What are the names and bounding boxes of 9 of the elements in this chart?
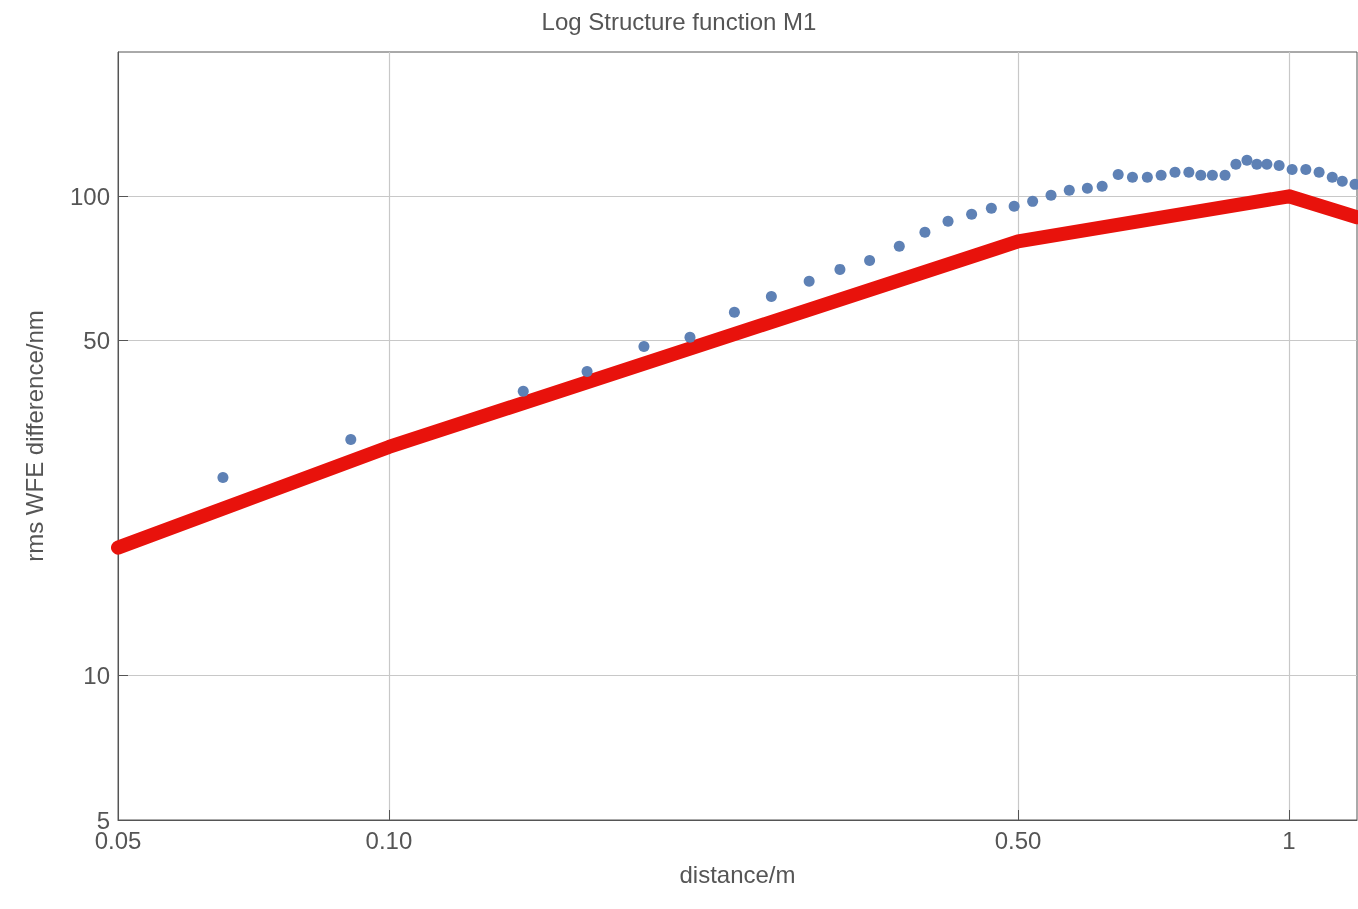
x-tick-label: 1 — [1282, 826, 1296, 854]
x-tick-label: 0.50 — [994, 826, 1042, 854]
x-tick-label: 0.10 — [365, 826, 413, 854]
y-tick-label: 100 — [69, 182, 110, 210]
x-axis-title: distance/m — [679, 860, 796, 888]
y-tick-label: 10 — [83, 662, 110, 690]
y-axis-title: rms WFE difference/nm — [20, 310, 48, 562]
y-tick-label: 50 — [83, 327, 110, 355]
chart-title: Log Structure function M1 — [541, 7, 817, 35]
